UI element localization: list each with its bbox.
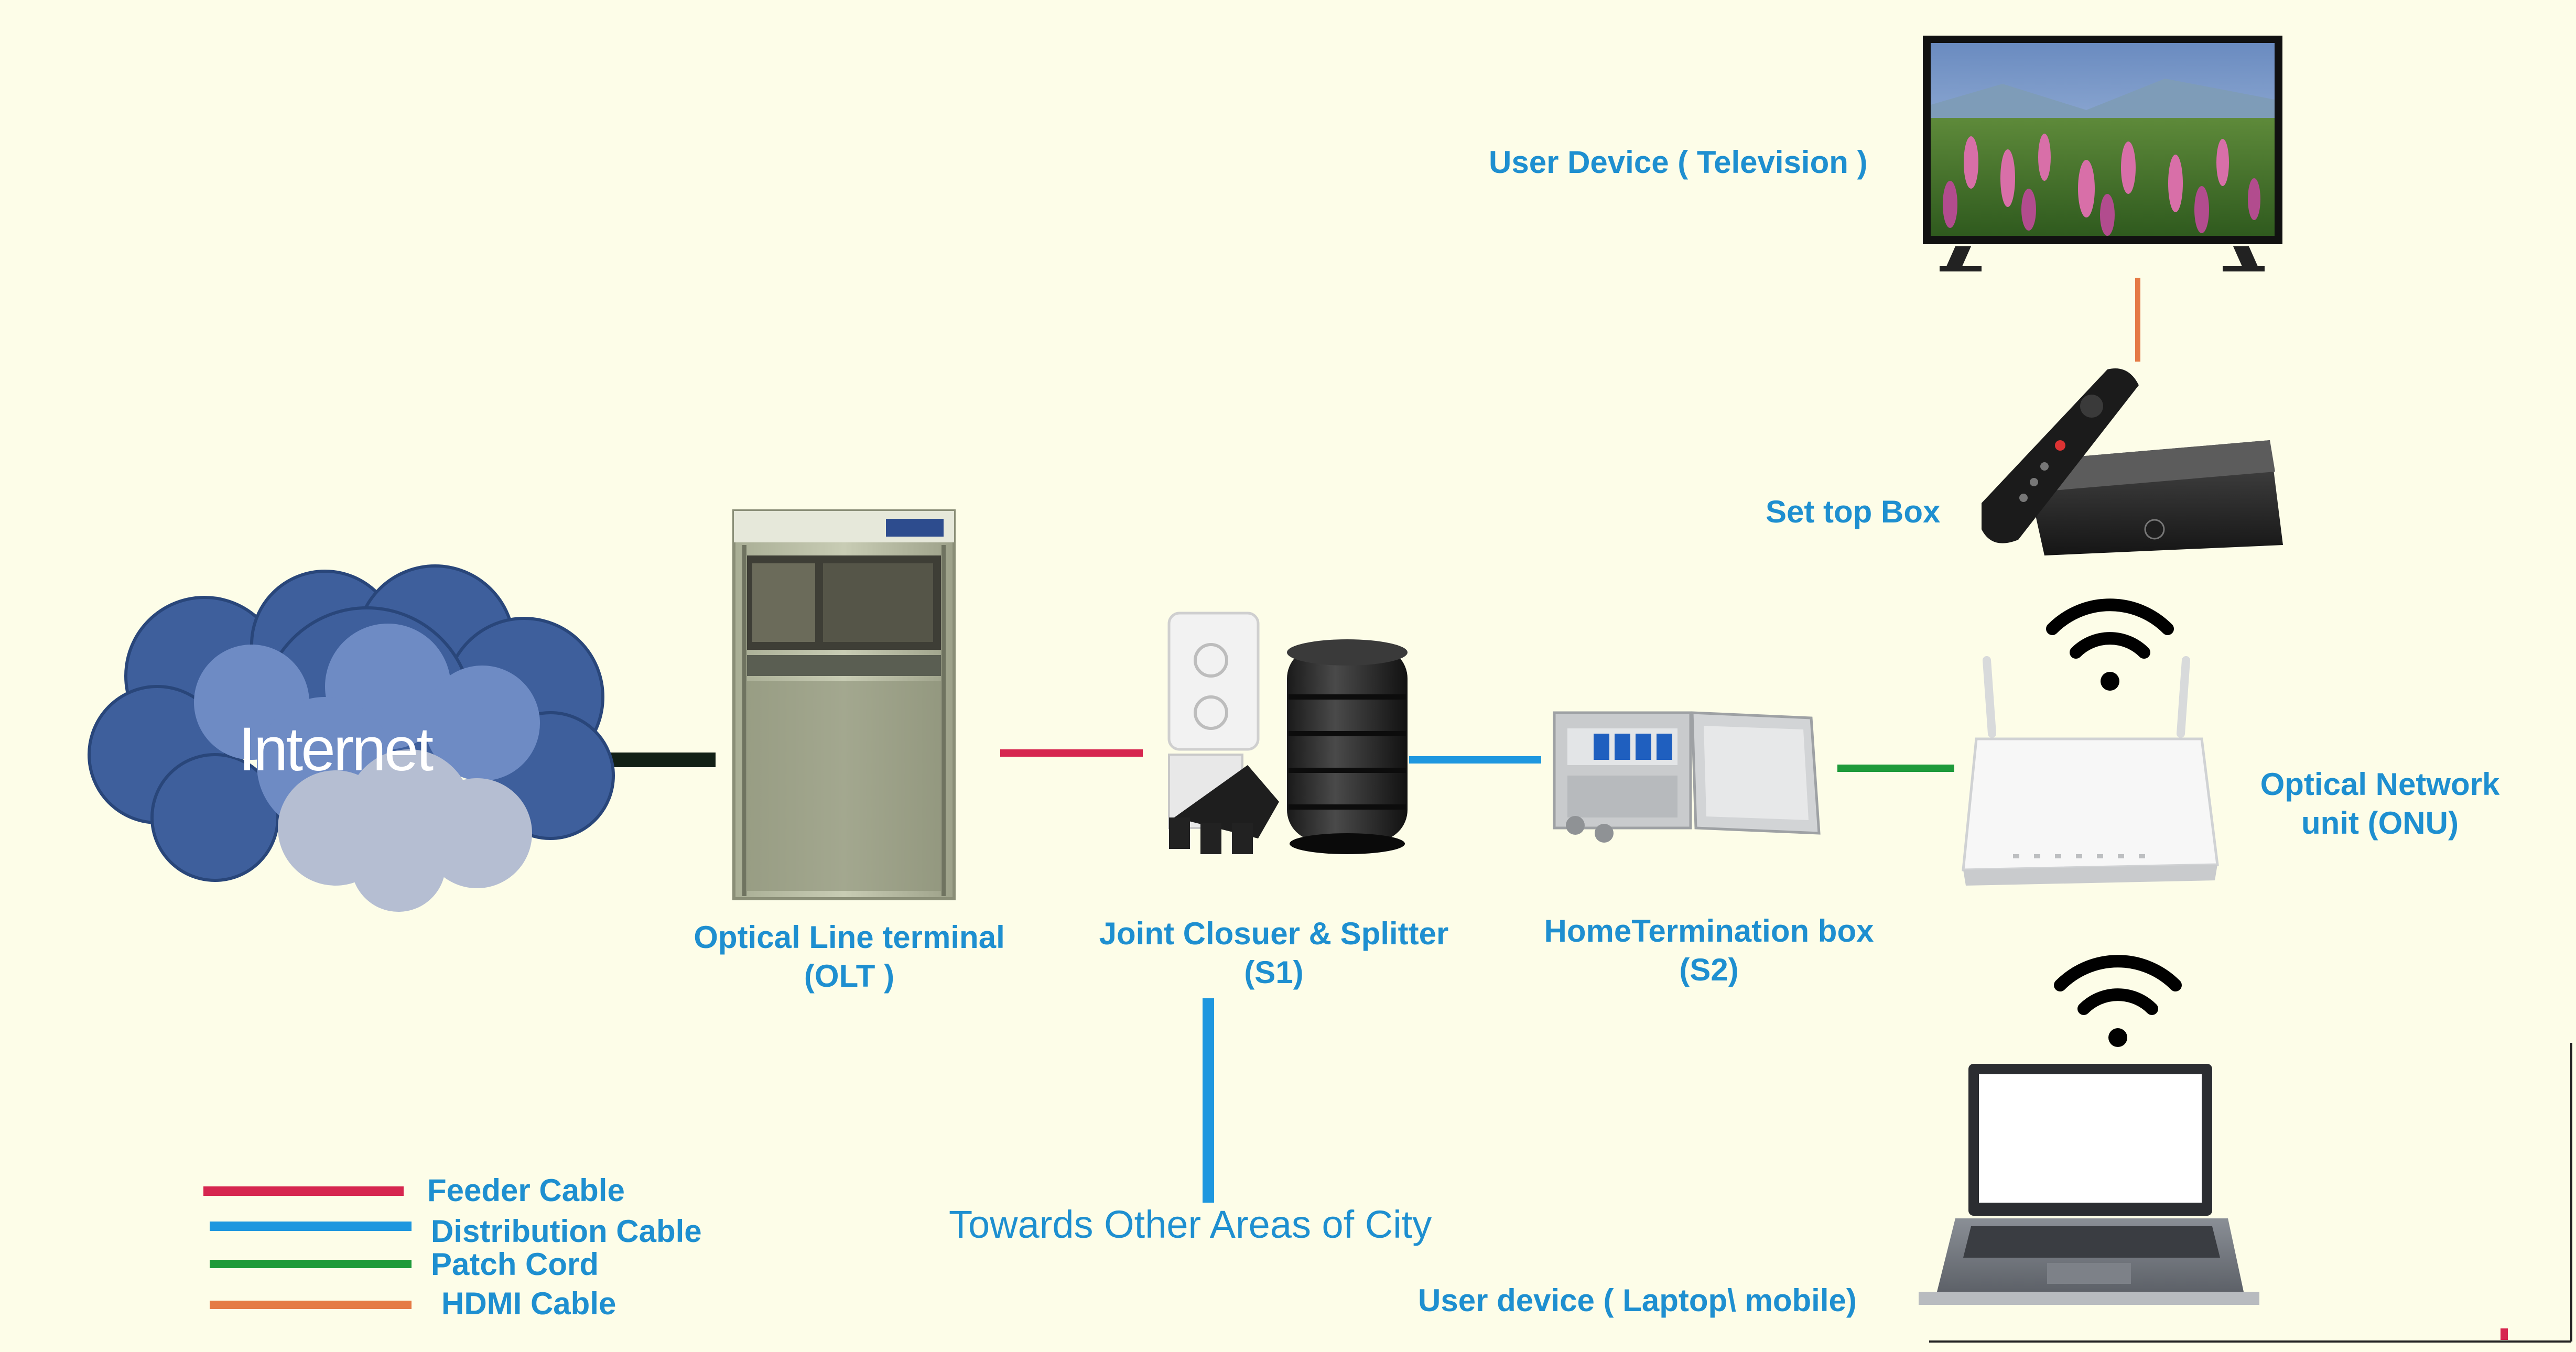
home-termination-label-line2: (S2) <box>1679 952 1739 987</box>
joint-closure-label: Joint Closuer & Splitter (S1) <box>1054 914 1494 992</box>
legend-distribution-label: Distribution Cable <box>431 1214 702 1249</box>
olt-label-line1: Optical Line terminal <box>694 920 1005 955</box>
olt-rack-icon <box>732 509 956 900</box>
internet-cloud-icon: Internet <box>88 564 615 912</box>
television-icon <box>1923 36 2282 271</box>
olt-label-line2: (OLT ) <box>804 958 895 994</box>
wifi-icon-laptop <box>2054 955 2182 1047</box>
joint-closure-label-line2: (S1) <box>1244 955 1304 990</box>
legend-feeder-label: Feeder Cable <box>427 1173 625 1208</box>
set-top-box-label: Set top Box <box>1766 494 1941 529</box>
legend-patch-label: Patch Cord <box>431 1247 599 1282</box>
olt-label: Optical Line terminal (OLT ) <box>640 918 1059 996</box>
joint-closure-label-line1: Joint Closuer & Splitter <box>1099 916 1449 951</box>
joint-closure-icon <box>1167 612 1408 854</box>
home-termination-label: HomeTermination box (S2) <box>1499 912 1919 989</box>
internet-label: Internet <box>239 715 433 784</box>
onu-label-line1: Optical Network <box>2260 767 2500 802</box>
corner-marker <box>2501 1328 2508 1340</box>
onu-label: Optical Network unit (ONU) <box>2217 765 2542 843</box>
laptop-icon <box>1919 1064 2259 1305</box>
onu-label-line2: unit (ONU) <box>2301 805 2459 841</box>
laptop-label: User device ( Laptop\ mobile) <box>1418 1283 1857 1318</box>
set-top-box-icon <box>1982 368 2283 555</box>
home-termination-label-line1: HomeTermination box <box>1544 913 1874 948</box>
wifi-icon-onu <box>2046 598 2174 691</box>
television-label: User Device ( Television ) <box>1489 145 1868 180</box>
onu-router-icon <box>1962 656 2219 886</box>
branch-label: Towards Other Areas of City <box>949 1203 1432 1246</box>
legend-hdmi-label: HDMI Cable <box>441 1286 616 1321</box>
home-termination-box-icon <box>1553 711 1821 843</box>
